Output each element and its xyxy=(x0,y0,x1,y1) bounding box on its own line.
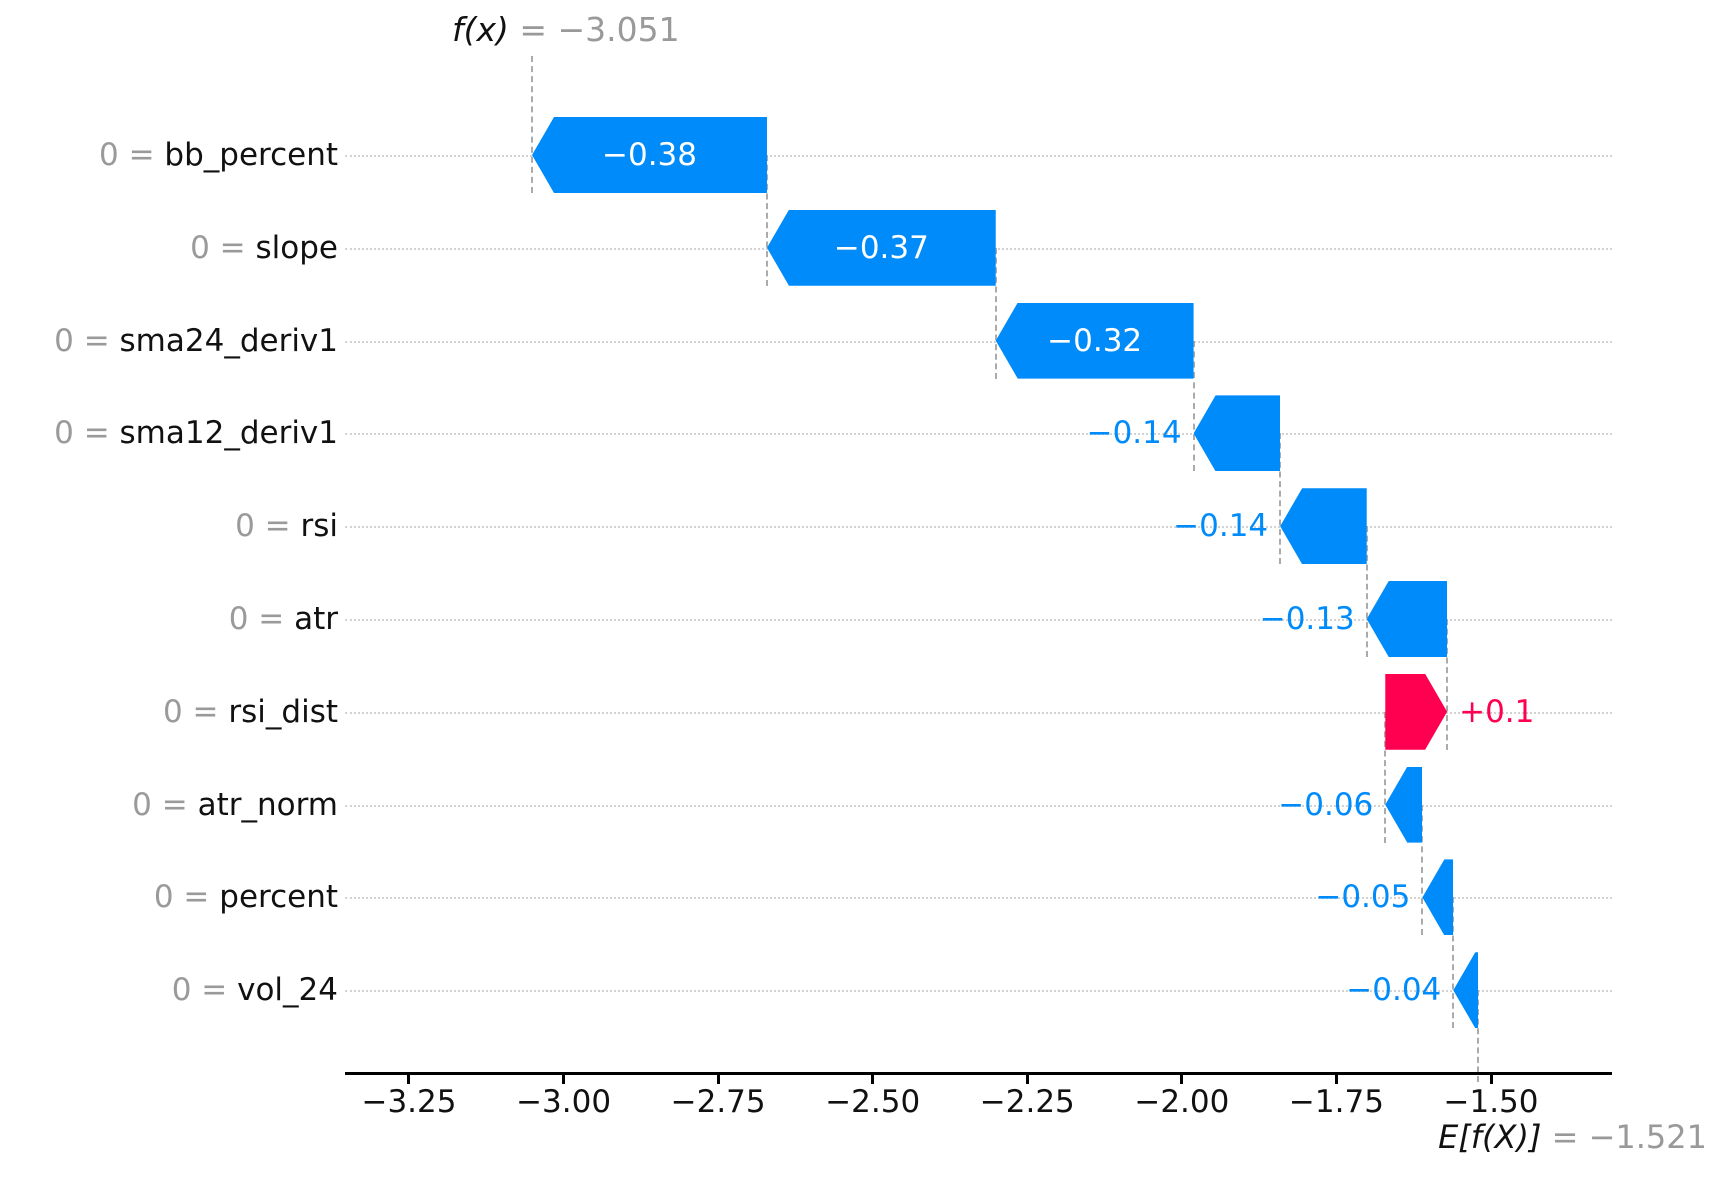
expected-eq-text: = −1.521 xyxy=(1541,1118,1707,1156)
shap-bar-sma24_deriv1 xyxy=(995,302,1194,379)
x-tick-label-−2.50: −2.50 xyxy=(825,1084,921,1120)
feature-label-atr_norm: 0 = atr_norm xyxy=(0,767,338,843)
x-tick-−2.75 xyxy=(716,1075,720,1084)
x-tick-label-−1.75: −1.75 xyxy=(1288,1084,1384,1120)
expected-math-text: E[f(X)] xyxy=(1438,1118,1542,1156)
x-tick-label-−2.25: −2.25 xyxy=(979,1084,1075,1120)
gridline-row-rsi_dist xyxy=(345,711,1612,714)
shap-bar-sma12_deriv1 xyxy=(1193,395,1281,472)
value-label-sma24_deriv1: −0.32 xyxy=(1047,322,1143,359)
feature-label-sma12_deriv1: 0 = sma12_deriv1 xyxy=(0,395,338,471)
feature-value-text: 0 = xyxy=(132,786,198,823)
shap-bar-vol_24 xyxy=(1453,952,1478,1029)
feature-value-text: 0 = xyxy=(54,415,120,452)
feature-value-text: 0 = xyxy=(99,137,165,173)
value-label-sma12_deriv1: −0.14 xyxy=(1086,415,1182,452)
feature-name-text: vol_24 xyxy=(237,972,338,1009)
waterfall-connector xyxy=(1192,340,1195,472)
feature-name-text: atr xyxy=(294,601,338,637)
feature-label-rsi: 0 = rsi xyxy=(0,488,338,564)
shap-bar-percent xyxy=(1422,859,1454,936)
waterfall-connector xyxy=(994,247,997,379)
x-tick-label-−3.25: −3.25 xyxy=(361,1084,457,1120)
fx-connector-line xyxy=(531,56,534,193)
fx-eq-text: = −3.051 xyxy=(508,10,680,49)
fx-value-label: f(x) = −3.051 xyxy=(452,10,680,49)
value-label-percent: −0.05 xyxy=(1315,879,1411,916)
feature-value-text: 0 = xyxy=(162,693,229,730)
x-tick-label-−3.00: −3.00 xyxy=(516,1084,612,1120)
feature-label-atr: 0 = atr xyxy=(0,581,338,657)
waterfall-connector xyxy=(1421,804,1424,936)
waterfall-connector xyxy=(1452,897,1455,1029)
value-label-rsi: −0.14 xyxy=(1173,508,1269,545)
feature-value-text: 0 = xyxy=(190,229,256,266)
feature-name-text: atr_norm xyxy=(197,786,338,823)
value-label-atr_norm: −0.06 xyxy=(1278,786,1374,823)
expected-value-label: E[f(X)] = −1.521 xyxy=(1438,1118,1707,1156)
gridline-row-sma12_deriv1 xyxy=(345,433,1612,436)
feature-name-text: sma24_deriv1 xyxy=(119,322,338,359)
value-label-bb_percent: −0.38 xyxy=(602,137,697,173)
shap-bar-atr xyxy=(1366,581,1448,657)
expected-value-connector-line xyxy=(1477,990,1480,1082)
feature-value-text: 0 = xyxy=(228,601,295,637)
feature-value-text: 0 = xyxy=(54,322,120,359)
feature-label-bb_percent: 0 = bb_percent xyxy=(0,117,338,193)
waterfall-connector xyxy=(1365,526,1368,657)
feature-label-rsi_dist: 0 = rsi_dist xyxy=(0,674,338,750)
feature-label-percent: 0 = percent xyxy=(0,859,338,935)
value-label-rsi_dist: +0.1 xyxy=(1459,693,1535,730)
feature-name-text: bb_percent xyxy=(164,137,338,173)
shap-bar-rsi xyxy=(1280,488,1367,565)
feature-name-text: rsi xyxy=(300,508,338,545)
feature-name-text: sma12_deriv1 xyxy=(119,415,338,452)
shap-bar-rsi_dist xyxy=(1385,674,1447,750)
feature-label-sma24_deriv1: 0 = sma24_deriv1 xyxy=(0,303,338,379)
feature-label-vol_24: 0 = vol_24 xyxy=(0,952,338,1028)
feature-value-text: 0 = xyxy=(153,879,220,916)
shap-bar-slope xyxy=(766,209,996,286)
gridline-row-bb_percent xyxy=(345,155,1612,157)
waterfall-connector xyxy=(765,155,768,286)
x-tick-−3.00 xyxy=(562,1075,566,1084)
feature-name-text: slope xyxy=(255,229,338,266)
waterfall-connector xyxy=(1384,711,1387,843)
x-tick-label-−2.75: −2.75 xyxy=(670,1084,766,1120)
shap-bar-bb_percent xyxy=(532,117,767,193)
value-label-slope: −0.37 xyxy=(833,229,929,266)
waterfall-connector xyxy=(1446,619,1449,750)
x-tick-−2.50 xyxy=(871,1075,875,1084)
x-tick-−3.25 xyxy=(407,1075,411,1084)
feature-value-text: 0 = xyxy=(235,508,301,545)
value-label-vol_24: −0.04 xyxy=(1346,972,1442,1009)
gridline-row-sma24_deriv1 xyxy=(345,340,1612,343)
feature-label-slope: 0 = slope xyxy=(0,210,338,286)
waterfall-connector xyxy=(1279,433,1282,565)
gridline-row-atr_norm xyxy=(345,804,1612,807)
fx-math-text: f(x) xyxy=(452,10,509,49)
x-tick-−2.00 xyxy=(1180,1075,1184,1084)
feature-name-text: rsi_dist xyxy=(228,693,338,730)
gridline-row-atr xyxy=(345,619,1612,621)
x-tick-−1.75 xyxy=(1334,1075,1338,1084)
value-label-atr: −0.13 xyxy=(1259,601,1355,637)
x-tick-label-−2.00: −2.00 xyxy=(1134,1084,1230,1120)
gridline-row-vol_24 xyxy=(345,990,1612,993)
feature-name-text: percent xyxy=(219,879,338,916)
x-tick-−1.50 xyxy=(1489,1075,1493,1084)
feature-value-text: 0 = xyxy=(171,972,238,1009)
x-tick-−2.25 xyxy=(1025,1075,1029,1084)
shap-bar-atr_norm xyxy=(1385,766,1423,843)
x-axis-line xyxy=(345,1072,1612,1075)
x-tick-label-−1.50: −1.50 xyxy=(1443,1084,1539,1120)
gridline-row-percent xyxy=(345,897,1612,900)
gridline-row-rsi xyxy=(345,526,1612,529)
